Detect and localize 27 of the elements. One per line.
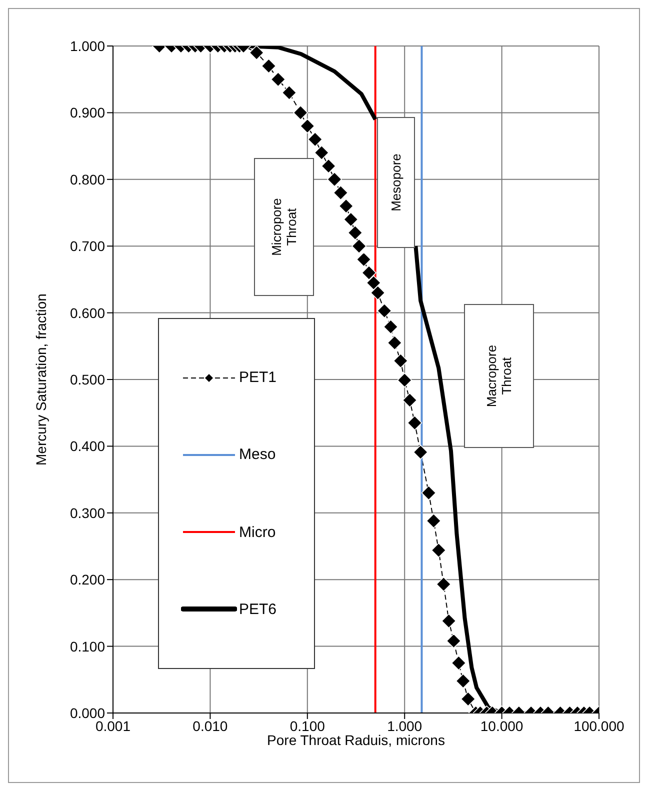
x-tick-label: 100.000 [574, 718, 625, 734]
legend-label: PET1 [239, 369, 277, 386]
y-tick-label: 0.900 [70, 104, 106, 121]
legend-label: Meso [239, 446, 276, 464]
x-axis-title: Pore Throat Raduis, microns [267, 732, 445, 748]
y-tick-label: 0.400 [70, 438, 106, 454]
y-axis-title: Mercury Saturation, fraction [32, 294, 49, 466]
text-box: Micropore Throat [254, 158, 314, 296]
x-tick-label: 0.100 [290, 718, 326, 734]
annotation: Mesopore [388, 154, 404, 212]
legend-label: PET6 [239, 600, 277, 618]
text-box: Mesopore [377, 117, 415, 248]
annotation: Micropore Throat [268, 198, 299, 256]
x-tick-label: 1.000 [387, 718, 422, 734]
y-tick-label: 0.200 [70, 572, 106, 588]
y-tick-label: 1.000 [70, 38, 106, 54]
y-tick-label: 0.500 [70, 371, 106, 388]
y-tick-label: 0.100 [70, 638, 106, 654]
text-box: Macropore Throat [464, 304, 534, 448]
y-tick-label: 0.300 [70, 504, 106, 521]
legend-label: Micro [239, 524, 276, 541]
y-tick-label: 0.800 [70, 171, 106, 188]
y-tick-label: 0.600 [70, 304, 106, 321]
annotation: Macropore Throat [484, 344, 514, 408]
x-tick-label: 0.010 [192, 718, 228, 734]
x-tick-label: 10.000 [480, 718, 524, 734]
y-tick-label: 0.700 [70, 238, 106, 254]
